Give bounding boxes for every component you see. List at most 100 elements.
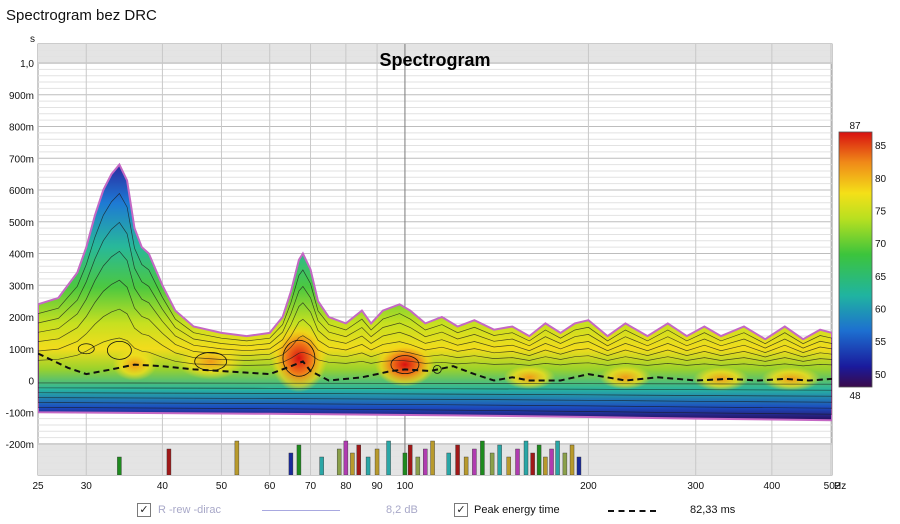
- contour-lines: [38, 192, 832, 415]
- impulse-bar: [365, 456, 371, 475]
- x-tick-label: 50: [216, 481, 228, 492]
- x-tick-label: 70: [305, 481, 317, 492]
- impulse-bar: [455, 444, 460, 475]
- series2-label: Peak energy time: [474, 504, 560, 516]
- x-tick-label: 90: [371, 481, 383, 492]
- impulse-bar: [549, 448, 554, 475]
- x-tick-label: 300: [687, 481, 704, 492]
- series1-line-swatch: [262, 510, 340, 511]
- impulse-bar: [430, 440, 435, 475]
- x-tick-label: 25: [32, 481, 44, 492]
- y-tick-label: 1,0: [20, 59, 34, 70]
- impulse-bar: [463, 456, 469, 475]
- hotspot: [270, 324, 327, 393]
- impulse-bar: [374, 448, 380, 475]
- impulse-bar: [562, 452, 568, 475]
- colorbar-tick-label: 87: [849, 121, 861, 132]
- y-tick-label: 0: [28, 377, 34, 388]
- impulse-bar: [117, 456, 122, 475]
- legend-bar: ✓ R -rew -dirac 8,2 dB ✓ Peak energy tim…: [0, 500, 900, 522]
- impulse-band: [38, 443, 832, 475]
- y-tick-label: -200m: [6, 440, 34, 451]
- impulse-bar: [407, 444, 413, 475]
- plot-top-band: [38, 44, 832, 64]
- contour-line: [38, 192, 832, 415]
- impulse-bar: [569, 444, 575, 475]
- x-tick-labels: 25 30 40 50 60 70 80 90 100 200 300 400 502: [32, 481, 840, 492]
- contour-loop: [77, 343, 95, 355]
- impulse-bar: [343, 440, 349, 475]
- contour-line: [38, 308, 832, 391]
- contour-loop: [390, 355, 420, 375]
- chart-title: Spectrogram: [379, 50, 490, 70]
- x-tick-label: 30: [81, 481, 93, 492]
- impulse-bar: [336, 448, 342, 475]
- series1-checkbox[interactable]: ✓: [137, 503, 151, 517]
- contour-line: [38, 250, 832, 403]
- y-axis-unit: s: [30, 34, 35, 45]
- impulse-bar: [472, 448, 477, 475]
- series2-value: 82,33 ms: [690, 504, 736, 516]
- y-tick-label: 300m: [9, 281, 34, 292]
- y-tick-label: 500m: [9, 218, 34, 229]
- colorbar-tick-label: 65: [875, 272, 887, 283]
- contour-line: [38, 279, 832, 397]
- colorbar-tick-label: 55: [875, 337, 887, 348]
- impulse-bar: [530, 452, 535, 475]
- colorbar-tick-label: 48: [849, 391, 861, 402]
- impulse-bar: [543, 456, 548, 475]
- impulse-bars: [117, 440, 582, 475]
- series1-label: R -rew -dirac: [158, 504, 221, 516]
- impulse-bar: [446, 452, 451, 475]
- series2-checkbox[interactable]: ✓: [454, 503, 468, 517]
- y-tick-label: 100m: [9, 345, 34, 356]
- y-tick-label: -100m: [6, 408, 34, 419]
- impulse-bar: [536, 444, 542, 475]
- series1-value: 8,2 dB: [386, 504, 418, 516]
- colorbar-tick-label: 75: [875, 206, 887, 217]
- impulse-bar: [480, 440, 485, 475]
- x-tick-label: 80: [340, 481, 352, 492]
- impulse-bar: [288, 452, 294, 475]
- y-tick-label: 700m: [9, 154, 34, 165]
- series2-line-swatch: [608, 510, 656, 512]
- y-tick-label: 200m: [9, 313, 34, 324]
- x-tick-label: 40: [157, 481, 169, 492]
- spectrogram-chart[interactable]: Spectrogram s Hz 25 30 40 50 60 70 80 90 100 200 3…: [0, 0, 900, 500]
- colorbar-tick-labels: 87 85 80 75 70 65 60 55 50 48: [849, 121, 886, 402]
- x-tick-label: 200: [580, 481, 597, 492]
- colorbar-tick-label: 70: [875, 239, 887, 250]
- colorbar-tick-label: 60: [875, 305, 887, 316]
- y-tick-label: 800m: [9, 123, 34, 134]
- peak-energy-time-line: [38, 352, 832, 382]
- x-tick-label: 400: [764, 481, 781, 492]
- y-tick-label: 600m: [9, 186, 34, 197]
- impulse-bar: [356, 444, 361, 475]
- impulse-bar: [415, 456, 421, 475]
- impulse-bar: [523, 440, 529, 475]
- impulse-bar: [386, 440, 391, 475]
- impulse-bar: [166, 448, 172, 475]
- impulse-bar: [402, 452, 408, 475]
- x-axis-unit: Hz: [834, 481, 846, 492]
- y-tick-labels: 1,0 900m 800m 700m 600m 500m 400m 300m 200m 100m 0…: [6, 59, 35, 451]
- contour-loop: [106, 340, 132, 360]
- impulse-bar: [234, 440, 240, 475]
- impulse-bar: [497, 444, 502, 475]
- x-tick-label: 100: [397, 481, 414, 492]
- contour-line: [38, 221, 832, 409]
- window-title: Spectrogram bez DRC: [6, 7, 157, 24]
- impulse-bar: [506, 456, 511, 475]
- impulse-bar: [489, 452, 495, 475]
- impulse-bar: [576, 456, 582, 475]
- impulse-bar: [319, 456, 324, 475]
- x-tick-label: 502: [824, 481, 841, 492]
- y-tick-label: 400m: [9, 250, 34, 261]
- impulse-bar: [515, 448, 520, 475]
- impulse-bar: [555, 440, 560, 475]
- hotspot: [374, 342, 435, 387]
- contour-loop: [194, 352, 228, 371]
- hotspot: [599, 365, 652, 390]
- impulse-bar: [423, 448, 428, 475]
- x-tick-label: 60: [264, 481, 276, 492]
